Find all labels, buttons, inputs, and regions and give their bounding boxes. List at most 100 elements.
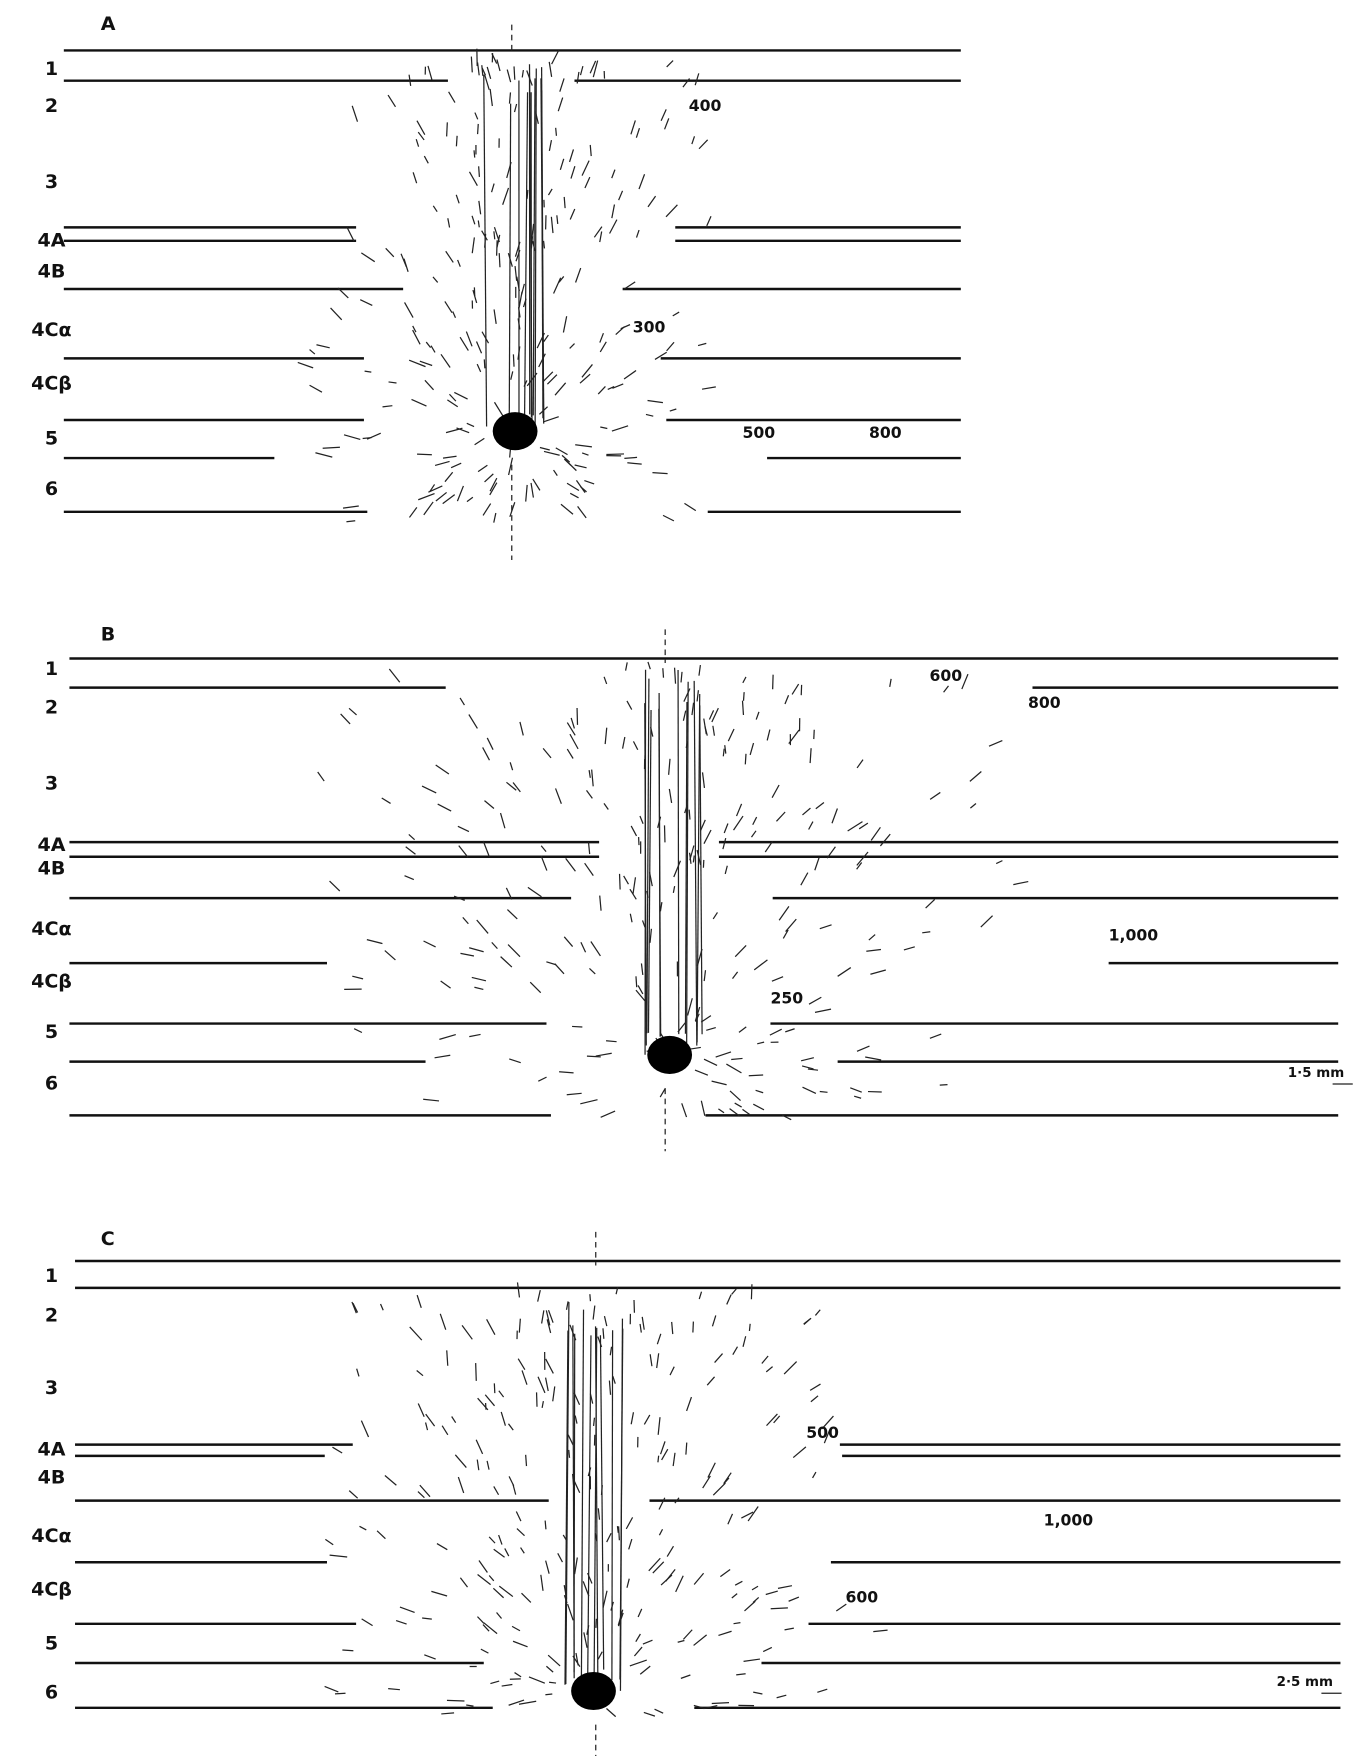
fibre xyxy=(837,967,852,977)
fibre xyxy=(691,702,695,716)
fibre xyxy=(641,920,646,928)
fibre xyxy=(526,372,538,387)
fibre xyxy=(459,697,465,706)
fibre xyxy=(538,1076,547,1082)
fibre xyxy=(646,890,649,898)
fibre xyxy=(540,1574,544,1591)
fibre xyxy=(675,1575,684,1593)
layer-label: 4Cβ xyxy=(31,373,72,395)
fibre xyxy=(530,482,534,498)
fibre xyxy=(360,1420,370,1438)
fibre xyxy=(521,1370,528,1385)
fibre xyxy=(434,460,450,467)
fibre xyxy=(812,1471,817,1479)
fibre xyxy=(476,62,480,76)
fibre xyxy=(659,1441,666,1455)
fibre xyxy=(718,1108,725,1114)
fibre xyxy=(866,948,882,952)
fibre xyxy=(366,939,383,945)
fibre xyxy=(639,1323,642,1333)
fibre xyxy=(404,875,415,881)
fibre xyxy=(783,1361,798,1375)
fibre xyxy=(459,336,469,351)
cell-body xyxy=(647,1035,693,1074)
fibre xyxy=(685,741,689,749)
fibre xyxy=(364,370,372,373)
fibre xyxy=(673,860,682,878)
fibre xyxy=(657,1455,660,1463)
fibre xyxy=(446,122,448,137)
fibre xyxy=(661,1448,669,1461)
fibre xyxy=(507,944,521,958)
fibre xyxy=(547,188,553,196)
fibre xyxy=(535,112,539,124)
fibre xyxy=(821,1415,834,1430)
fibre xyxy=(808,996,822,1005)
fibre xyxy=(478,200,482,215)
fibre xyxy=(489,477,498,492)
panel-label: B xyxy=(101,623,116,645)
fibre xyxy=(686,1396,693,1412)
fibre xyxy=(531,223,535,239)
fibre xyxy=(442,455,457,459)
fibre xyxy=(809,1383,821,1391)
fibre xyxy=(611,1330,614,1681)
fibre xyxy=(515,249,521,262)
fibre xyxy=(557,97,564,112)
fibre xyxy=(802,807,811,816)
fibre xyxy=(384,950,396,961)
fibre xyxy=(379,1303,384,1311)
fibre xyxy=(517,318,521,330)
fibre xyxy=(586,1055,601,1058)
fibre xyxy=(635,989,647,1003)
fibre xyxy=(493,1548,505,1558)
fibre xyxy=(540,845,547,853)
fibre xyxy=(477,464,488,473)
fibre xyxy=(575,267,582,283)
fibre xyxy=(526,189,529,199)
fibre xyxy=(741,700,745,716)
fibre xyxy=(412,325,417,333)
layer-label: 4A xyxy=(38,229,66,251)
fibre xyxy=(711,1315,717,1327)
fibre xyxy=(712,912,718,920)
fibre xyxy=(788,729,800,745)
fibre xyxy=(492,1587,505,1599)
cell-body xyxy=(492,412,538,451)
fibre xyxy=(629,1659,647,1667)
fibre xyxy=(340,713,351,725)
fibre xyxy=(611,169,616,179)
fibre xyxy=(500,1411,507,1426)
fibre xyxy=(330,307,343,321)
fibre xyxy=(652,471,668,475)
fibre xyxy=(647,709,652,1033)
fibre xyxy=(455,135,458,147)
fibre xyxy=(566,748,574,759)
fibre xyxy=(858,822,869,830)
fibre xyxy=(483,359,486,369)
fibre xyxy=(594,1326,599,1690)
fibre xyxy=(726,1063,742,1074)
fibre xyxy=(773,1415,781,1424)
fibre xyxy=(384,1475,397,1486)
fibre xyxy=(809,748,812,764)
fibre xyxy=(576,71,580,84)
fibre xyxy=(477,220,480,228)
fibre xyxy=(606,1532,612,1543)
fibre xyxy=(477,1573,491,1586)
distance-label: 500 xyxy=(742,423,775,442)
fibre xyxy=(565,1301,569,1310)
fibre xyxy=(476,919,489,934)
fibre xyxy=(565,1302,570,1685)
fibre xyxy=(430,345,436,353)
fibre xyxy=(484,1394,496,1407)
fibre xyxy=(630,120,636,135)
fibre xyxy=(540,855,548,871)
fibre xyxy=(814,857,820,871)
fibre xyxy=(424,1654,436,1660)
fibre xyxy=(635,128,641,138)
fibre xyxy=(856,1045,870,1052)
fibre xyxy=(847,821,863,832)
fibre xyxy=(554,788,562,804)
fibre xyxy=(534,68,537,425)
